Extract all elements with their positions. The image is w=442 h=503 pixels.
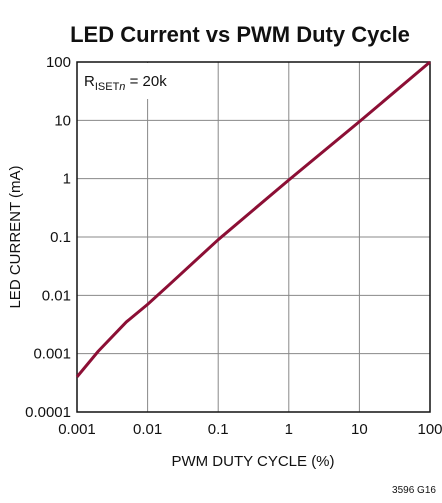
y-tick-label: 100	[46, 54, 71, 71]
y-tick-label: 0.01	[42, 287, 71, 304]
y-tick-label: 0.0001	[25, 404, 71, 421]
annotation-main: R	[84, 73, 95, 90]
x-tick-label: 100	[417, 421, 442, 438]
data-line	[75, 60, 431, 378]
annotation-box	[78, 63, 190, 99]
y-tick-label: 10	[54, 112, 71, 129]
annotation-sub-italic: n	[119, 81, 125, 93]
y-axis-label: LED CURRENT (mA)	[7, 165, 24, 308]
annotation-sub: ISET	[95, 81, 120, 93]
plot-border	[76, 61, 431, 413]
y-tick-label: 0.001	[33, 346, 71, 363]
x-tick-label: 0.01	[133, 421, 162, 438]
figure-id: 3596 G16	[392, 485, 436, 496]
x-tick-label: 1	[285, 421, 293, 438]
x-tick-label: 0.1	[208, 421, 229, 438]
annotation: RISETn = 20k	[84, 73, 167, 93]
x-axis-label: PWM DUTY CYCLE (%)	[171, 453, 334, 470]
x-tick-label: 0.001	[58, 421, 96, 438]
chart-title: LED Current vs PWM Duty Cycle	[70, 22, 410, 47]
x-tick-label: 10	[351, 421, 368, 438]
grid	[76, 61, 431, 413]
y-tick-label: 0.1	[50, 229, 71, 246]
y-tick-label: 1	[63, 171, 71, 188]
annotation-rest: = 20k	[125, 73, 167, 90]
